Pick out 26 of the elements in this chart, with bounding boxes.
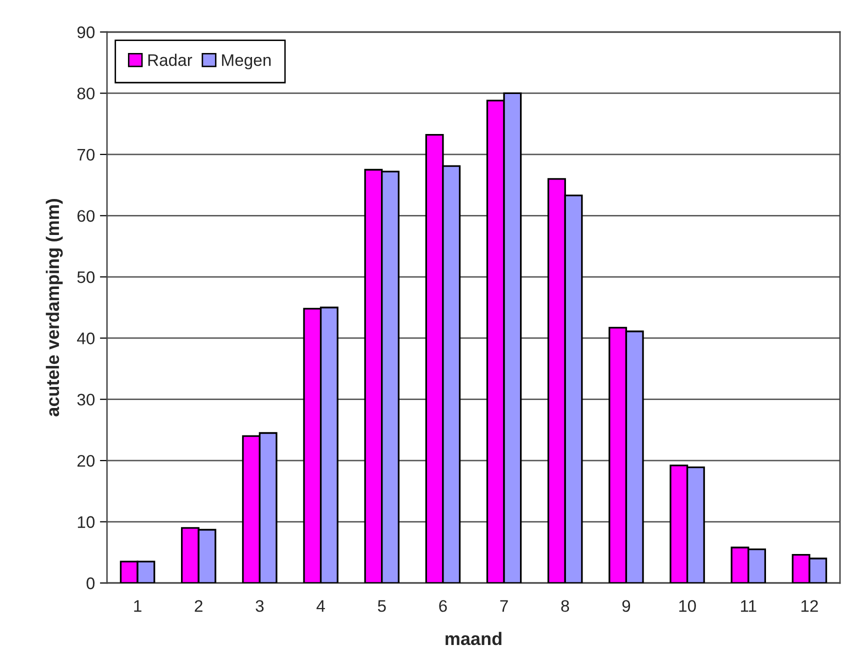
y-tick-label: 50 [77, 271, 95, 284]
x-tick-label: 6 [439, 600, 447, 612]
y-tick-label: 70 [78, 148, 95, 161]
legend-label: Radar [148, 54, 192, 66]
x-tick-label: 3 [256, 600, 264, 612]
y-tick-label: 40 [77, 332, 95, 344]
x-tick-label: 7 [500, 600, 508, 612]
x-tick-label: 9 [622, 600, 630, 612]
x-tick-label: 2 [194, 600, 202, 612]
y-axis-title: acutele verdamping (mm) [46, 199, 63, 416]
y-tick-label: 60 [78, 210, 95, 222]
x-tick-label: 11 [740, 600, 756, 612]
x-tick-label: 1 [134, 600, 142, 612]
x-tick-label: 4 [316, 600, 325, 612]
y-tick-label: 30 [77, 394, 95, 406]
y-tick-label: 90 [77, 26, 95, 38]
y-tick-label: 10 [78, 516, 95, 528]
x-tick-label: 10 [679, 600, 696, 612]
x-tick-label: 12 [801, 600, 818, 612]
y-tick-label: 20 [77, 454, 95, 467]
x-tick-label: 8 [561, 600, 570, 612]
y-tick-label: 0 [86, 577, 95, 590]
x-tick-label: 5 [378, 600, 386, 612]
x-axis-title: maand [446, 632, 502, 646]
y-tick-label: 80 [77, 88, 95, 100]
legend-label: Megen [222, 54, 271, 70]
